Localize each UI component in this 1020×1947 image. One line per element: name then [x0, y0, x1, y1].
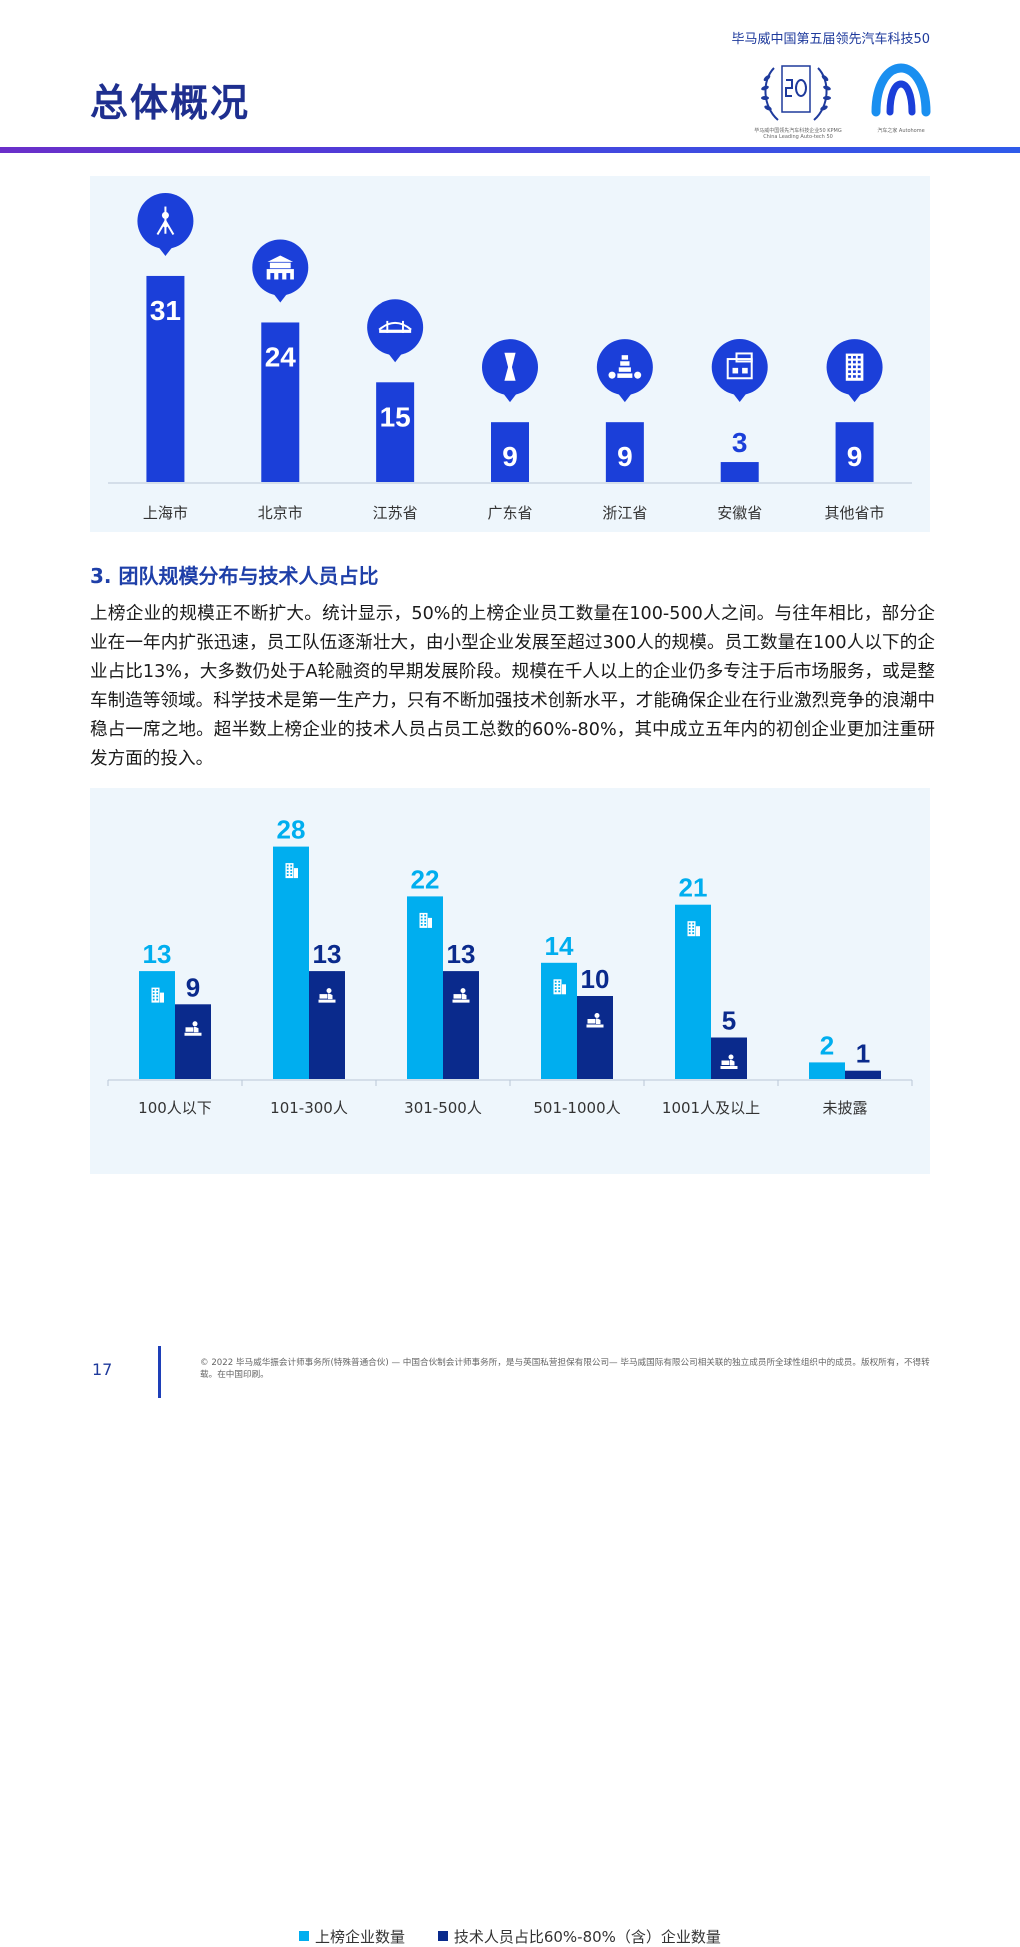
- bar-value-label: 5: [722, 1006, 736, 1036]
- bar-value-label: 13: [447, 939, 476, 969]
- person-at-desk-icon: [184, 1021, 202, 1036]
- bar: [273, 846, 309, 1079]
- x-tick-label: 301-500人: [404, 1099, 482, 1117]
- x-tick-label: 江苏省: [372, 504, 418, 522]
- person-at-desk-icon: [720, 1054, 738, 1069]
- bar-value-label: 15: [380, 401, 411, 432]
- canton-tower-icon: [482, 339, 538, 403]
- section-paragraph: 上榜企业的规模正不断扩大。统计显示，50%的上榜企业员工数量在100-500人之…: [90, 604, 935, 769]
- page-number: 17: [92, 1360, 113, 1379]
- office-building-icon: [285, 863, 298, 879]
- office-building-icon: [151, 987, 164, 1003]
- pagoda-icon: [596, 339, 653, 403]
- kpmg-50-laurel-logo: [761, 65, 831, 121]
- legend-item-tech-ratio: 技术人员占比60%-80%（含）企业数量: [437, 1926, 721, 1947]
- bar-value-label: 1: [856, 1039, 870, 1069]
- x-tick-label: 100人以下: [138, 1099, 212, 1117]
- x-tick-label: 北京市: [257, 504, 303, 522]
- bar-value-label: 31: [150, 295, 181, 326]
- bar-value-label: 9: [502, 441, 518, 472]
- page-title: 总体概况: [90, 81, 251, 125]
- huizhou-house-icon: [711, 339, 768, 403]
- bar: [443, 971, 479, 1079]
- bar: [809, 1062, 845, 1079]
- person-at-desk-icon: [452, 988, 470, 1003]
- bar-value-label: 3: [732, 427, 748, 458]
- bridge-icon: [367, 299, 424, 363]
- x-tick-label: 广东省: [487, 504, 533, 522]
- legend-label: 上榜企业数量: [315, 1928, 406, 1946]
- bar: [376, 382, 415, 482]
- bar-value-label: 14: [545, 931, 574, 961]
- bar: [720, 462, 759, 482]
- office-building-icon: [419, 912, 432, 928]
- office-building-icon: [553, 979, 566, 995]
- bar-value-label: 9: [617, 441, 633, 472]
- bar: [835, 422, 874, 482]
- x-tick-label: 1001人及以上: [661, 1099, 761, 1117]
- bar-value-label: 2: [820, 1030, 834, 1060]
- bar-value-label: 13: [143, 939, 172, 969]
- footer-divider: [158, 1346, 161, 1398]
- office-building-icon: [687, 921, 700, 937]
- bar-value-label: 22: [411, 864, 440, 894]
- autohome-arch-logo: [871, 63, 931, 117]
- bar: [175, 1004, 211, 1079]
- legend-swatch-light-blue: [299, 1930, 310, 1941]
- x-tick-label: 上海市: [142, 504, 188, 522]
- footer-copyright: © 2022 毕马威华振会计师事务所(特殊普通合伙) — 中国合伙制会计师事务所…: [200, 1358, 930, 1380]
- bar-value-label: 28: [277, 815, 306, 845]
- x-tick-label: 安徽省: [717, 504, 763, 522]
- chart-legend: 上榜企业数量 技术人员占比60%-80%（含）企业数量: [90, 1926, 930, 1947]
- x-tick-label: 未披露: [822, 1099, 868, 1117]
- province-chart-canvas: 31 24 15 9 9 3 9: [108, 192, 912, 484]
- x-tick-label: 101-300人: [270, 1099, 348, 1117]
- header-gradient-rule: [0, 147, 1020, 153]
- header-subtitle: 毕马威中国第五届领先汽车科技50: [731, 32, 930, 47]
- bar: [605, 422, 644, 482]
- gate-tower-icon: [252, 239, 309, 303]
- legend-swatch-navy: [437, 1930, 448, 1941]
- x-tick-label: 501-1000人: [533, 1099, 621, 1117]
- legend-item-listed-companies: 上榜企业数量: [299, 1926, 405, 1947]
- arch-logo-caption: 汽车之家 Autohome: [877, 128, 925, 134]
- bar: [139, 971, 175, 1079]
- person-at-desk-icon: [586, 1013, 604, 1028]
- skyscraper-icon: [826, 339, 883, 403]
- province-distribution-chart: 31 24 15 9 9 3 9 上海市 北京市 江苏省 广东省 浙江省 安徽省 其他省市: [90, 176, 930, 532]
- laurel-logo-caption: 毕马威中国领先汽车科技企业50 KPMG China Leading Auto-…: [754, 128, 842, 140]
- team-size-chart: 13 9 28 13 22 13 14 10 21 5 2 1 100人以下 101-300人 301-5…: [90, 788, 930, 1946]
- bar: [261, 322, 300, 482]
- bar-value-label: 9: [186, 972, 200, 1002]
- bar: [146, 275, 185, 482]
- bar-value-label: 10: [581, 964, 610, 994]
- person-at-desk-icon: [318, 988, 336, 1003]
- bar: [309, 971, 345, 1079]
- x-tick-label: 浙江省: [602, 504, 648, 522]
- bar-value-label: 24: [265, 341, 297, 372]
- x-tick-label: 其他省市: [824, 504, 885, 522]
- legend-label: 技术人员占比60%-80%（含）企业数量: [453, 1928, 721, 1946]
- bar-value-label: 9: [847, 441, 863, 472]
- bar: [845, 1070, 881, 1079]
- bar-value-label: 21: [679, 873, 708, 903]
- bar: [577, 996, 613, 1079]
- bar-value-label: 13: [313, 939, 342, 969]
- bar: [491, 422, 529, 482]
- section-heading: 3. 团队规模分布与技术人员占比: [90, 564, 379, 588]
- oriental-pearl-tower-icon: [137, 192, 194, 256]
